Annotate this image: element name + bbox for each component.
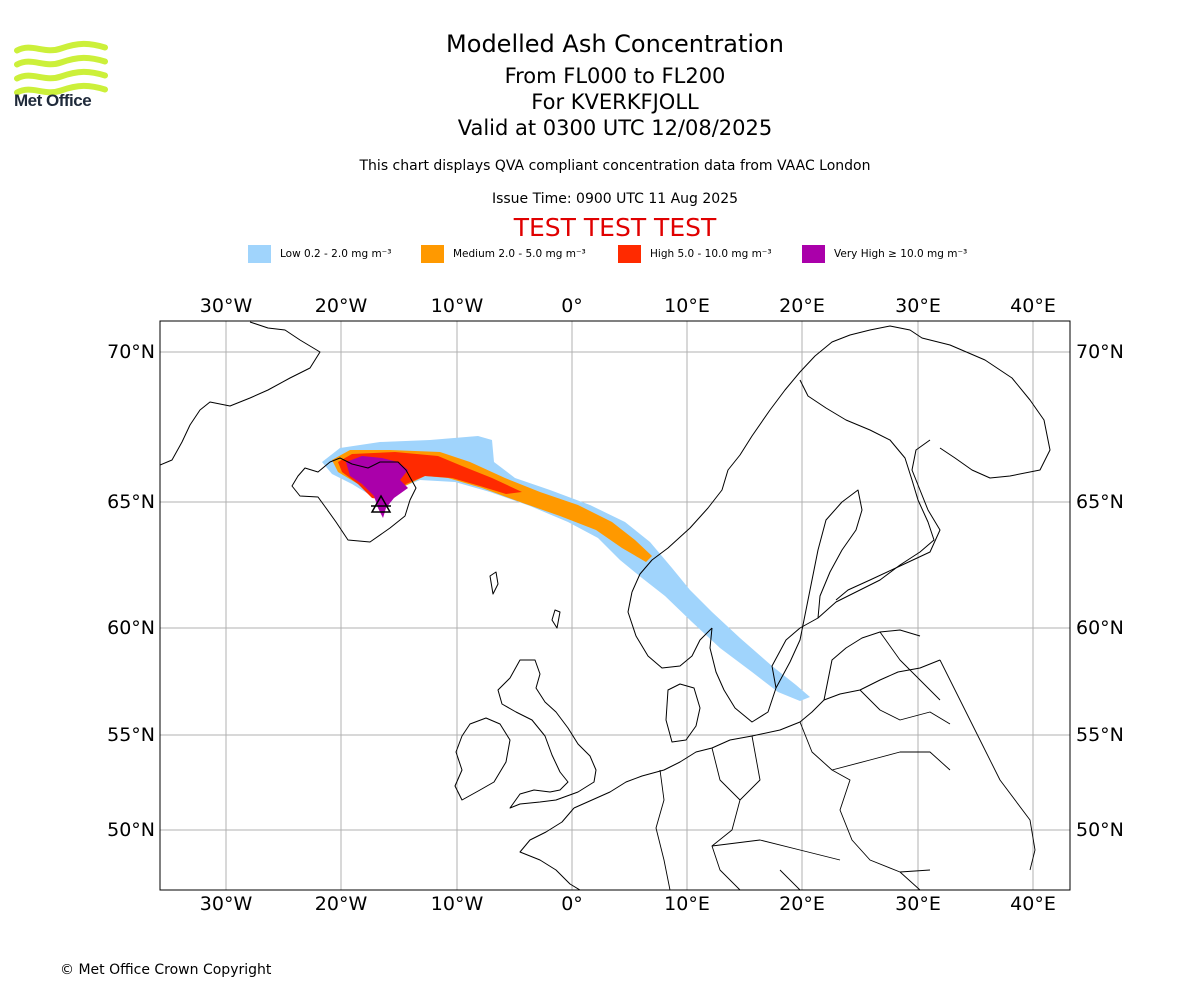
lat-tick-right: 60°N xyxy=(1076,617,1124,639)
volcano-name: For KVERKFJOLL xyxy=(531,90,699,114)
denmark-coast xyxy=(665,683,701,743)
lon-tick-bottom: 10°W xyxy=(431,893,484,915)
ash-map: 30°W 20°W 10°W 0° 10°E 20°E 30°E 40°E 30… xyxy=(107,295,1124,915)
lon-tick-bottom: 30°E xyxy=(895,893,941,915)
lat-tick-right: 50°N xyxy=(1076,819,1124,841)
ireland-coast xyxy=(454,717,511,801)
lat-tick-left: 65°N xyxy=(107,491,155,513)
iceland-coast xyxy=(291,457,417,543)
issue-time: Issue Time: 0900 UTC 11 Aug 2025 xyxy=(491,191,739,207)
lat-tick-left: 55°N xyxy=(107,724,155,746)
lon-tick-top: 20°E xyxy=(779,295,825,317)
legend-swatch-high xyxy=(618,245,641,263)
legend-label-high: High 5.0 - 10.0 mg m⁻³ xyxy=(650,248,772,260)
britain-coast xyxy=(551,609,561,629)
lon-tick-bottom: 20°E xyxy=(779,893,825,915)
lat-tick-left: 60°N xyxy=(107,617,155,639)
lon-tick-top: 0° xyxy=(561,295,583,317)
sweden-coast xyxy=(709,379,935,723)
lon-tick-top: 30°W xyxy=(200,295,253,317)
europe-coast xyxy=(573,659,941,809)
scandinavia-coast xyxy=(631,325,1051,593)
lat-tick-left: 70°N xyxy=(107,341,155,363)
legend: Low 0.2 - 2.0 mg m⁻³ Medium 2.0 - 5.0 mg… xyxy=(248,244,1008,264)
lon-tick-bottom: 20°W xyxy=(315,893,368,915)
lon-tick-bottom: 40°E xyxy=(1010,893,1056,915)
lon-tick-top: 30°E xyxy=(895,295,941,317)
france-coast xyxy=(519,807,581,890)
flight-level-range: From FL000 to FL200 xyxy=(504,64,726,88)
lat-tick-right: 65°N xyxy=(1076,491,1124,513)
lon-tick-top: 10°E xyxy=(664,295,710,317)
map-frame xyxy=(159,320,1071,891)
norway-southcoast xyxy=(627,591,713,669)
chart-title: Modelled Ash Concentration xyxy=(446,30,784,58)
valid-time: Valid at 0300 UTC 12/08/2025 xyxy=(457,116,773,140)
coastlines xyxy=(160,321,1051,890)
legend-label-low: Low 0.2 - 2.0 mg m⁻³ xyxy=(280,248,392,260)
britain-coast-main xyxy=(497,659,597,809)
lat-tick-left: 50°N xyxy=(107,819,155,841)
finland-coast xyxy=(835,439,941,601)
logo-text: Met Office xyxy=(14,91,92,110)
volcano-triangle-icon xyxy=(370,494,392,513)
legend-item-low: Low 0.2 - 2.0 mg m⁻³ xyxy=(248,244,391,264)
baltic-coast xyxy=(823,629,921,701)
legend-swatch-low xyxy=(248,245,271,263)
info-text: This chart displays QVA compliant concen… xyxy=(359,158,871,174)
legend-label-very-high: Very High ≥ 10.0 mg m⁻³ xyxy=(834,248,968,260)
ash-very-high-region xyxy=(346,456,408,518)
faroe-coast xyxy=(489,571,499,595)
lon-tick-top: 20°W xyxy=(315,295,368,317)
graticule xyxy=(160,321,1070,890)
lon-tick-top: 10°W xyxy=(431,295,484,317)
legend-item-very-high: Very High ≥ 10.0 mg m⁻³ xyxy=(802,244,967,264)
lat-tick-right: 70°N xyxy=(1076,341,1124,363)
lon-tick-bottom: 0° xyxy=(561,893,583,915)
lon-tick-top: 40°E xyxy=(1010,295,1056,317)
bothnia-coast xyxy=(775,489,863,689)
legend-swatch-medium xyxy=(421,245,444,263)
copyright-text: © Met Office Crown Copyright xyxy=(60,962,272,978)
met-office-logo-icon xyxy=(14,40,108,96)
greenland-coast xyxy=(160,321,321,466)
legend-label-medium: Medium 2.0 - 5.0 mg m⁻³ xyxy=(453,248,586,260)
legend-item-medium: Medium 2.0 - 5.0 mg m⁻³ xyxy=(421,244,586,264)
lat-tick-right: 55°N xyxy=(1076,724,1124,746)
legend-swatch-very-high xyxy=(802,245,825,263)
lon-tick-bottom: 30°W xyxy=(200,893,253,915)
legend-item-high: High 5.0 - 10.0 mg m⁻³ xyxy=(618,244,772,264)
test-banner: TEST TEST TEST xyxy=(513,213,717,242)
lon-tick-bottom: 10°E xyxy=(664,893,710,915)
